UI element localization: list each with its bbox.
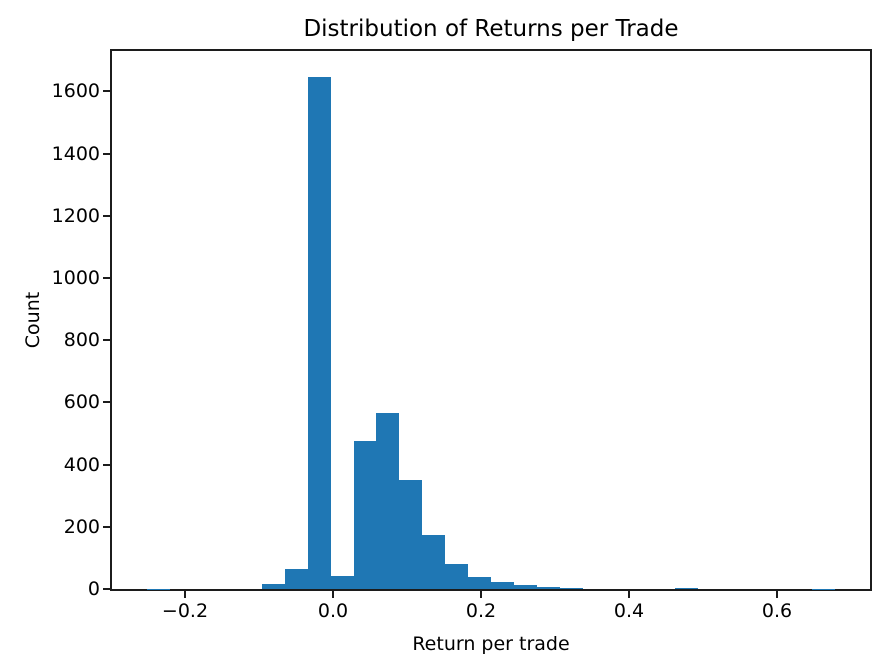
histogram-bar — [376, 413, 400, 589]
y-tick-mark — [103, 214, 110, 217]
x-tick-mark — [479, 591, 482, 598]
x-tick-label: −0.2 — [161, 600, 209, 622]
x-tick-mark — [331, 591, 334, 598]
x-tick-label: 0.2 — [465, 600, 497, 622]
y-tick-mark — [103, 277, 110, 280]
y-tick-label: 400 — [63, 453, 100, 476]
y-tick-label: 1400 — [51, 142, 100, 165]
y-tick-label: 600 — [63, 391, 100, 414]
histogram-bar — [330, 575, 354, 589]
x-tick-mark — [183, 591, 186, 598]
x-tick-label: 0.0 — [317, 600, 349, 622]
histogram-bar — [468, 576, 492, 589]
y-tick-label: 1200 — [51, 204, 100, 227]
histogram-bar — [445, 564, 469, 589]
histogram-bar — [422, 534, 446, 589]
y-tick-label: 0 — [87, 578, 100, 600]
chart-title: Distribution of Returns per Trade — [303, 16, 679, 42]
y-tick-mark — [103, 525, 110, 528]
y-tick-label: 800 — [63, 329, 100, 352]
histogram-bar — [307, 77, 331, 589]
y-tick-mark — [103, 152, 110, 155]
y-tick-label: 1600 — [51, 80, 100, 103]
x-tick-label: 0.6 — [761, 600, 793, 622]
axes: −0.2 0.0 0.2 0.4 0.6 0 200 400 600 800 1000 1200 140… — [52, 49, 872, 622]
histogram-bar — [560, 587, 583, 589]
x-tick-mark — [775, 591, 778, 598]
y-axis-label: Count — [22, 291, 44, 349]
y-tick-mark — [103, 401, 110, 404]
y-tick-mark — [103, 339, 110, 342]
y-tick-label: 1000 — [51, 267, 100, 290]
histogram-bar — [399, 479, 423, 589]
histogram-bar — [674, 588, 698, 589]
y-tick-label: 200 — [63, 515, 100, 538]
y-tick-mark — [103, 90, 110, 93]
histogram-bar — [491, 582, 515, 589]
histogram-bar — [514, 585, 538, 589]
x-axis-label: Return per trade — [412, 633, 570, 655]
histogram-bar — [537, 587, 560, 589]
histogram-bar — [353, 441, 377, 589]
y-tick-mark — [103, 588, 110, 590]
histogram-bar — [261, 584, 285, 589]
x-tick-label: 0.4 — [613, 600, 645, 622]
y-tick-mark — [103, 463, 110, 466]
histogram-bar — [284, 568, 308, 589]
x-tick-mark — [627, 591, 630, 598]
